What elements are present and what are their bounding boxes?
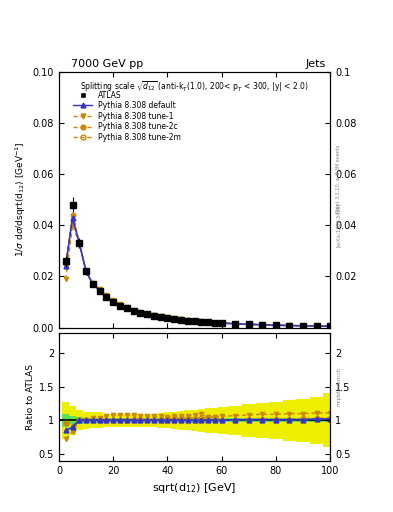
Text: mcplots.cern.ch: mcplots.cern.ch (336, 367, 341, 406)
Text: Splitting scale $\sqrt{d_{12}}$ (anti-k$_T$(1.0), 200< p$_T$ < 300, |y| < 2.0): Splitting scale $\sqrt{d_{12}}$ (anti-k$… (80, 79, 309, 94)
Y-axis label: Ratio to ATLAS: Ratio to ATLAS (26, 364, 35, 430)
X-axis label: sqrt(d$_{12}$) [GeV]: sqrt(d$_{12}$) [GeV] (152, 481, 237, 495)
Text: Rivet 3.1.10, ≥ 3.3M events: Rivet 3.1.10, ≥ 3.3M events (336, 145, 341, 214)
Legend: ATLAS, Pythia 8.308 default, Pythia 8.308 tune-1, Pythia 8.308 tune-2c, Pythia 8: ATLAS, Pythia 8.308 default, Pythia 8.30… (71, 88, 184, 144)
Text: 7000 GeV pp: 7000 GeV pp (71, 59, 143, 69)
Y-axis label: 1/$\sigma$ d$\sigma$/dsqrt(d$_{12}$) [GeV$^{-1}$]: 1/$\sigma$ d$\sigma$/dsqrt(d$_{12}$) [Ge… (14, 142, 28, 258)
Text: Jets: Jets (306, 59, 326, 69)
Text: [arXiv:1306.3436]: [arXiv:1306.3436] (336, 203, 341, 247)
